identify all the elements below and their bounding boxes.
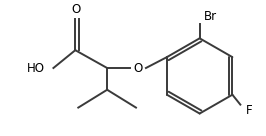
Text: O: O xyxy=(72,3,81,16)
Text: O: O xyxy=(133,61,143,75)
Text: HO: HO xyxy=(27,61,44,75)
Text: Br: Br xyxy=(204,10,217,23)
Text: F: F xyxy=(246,104,253,117)
